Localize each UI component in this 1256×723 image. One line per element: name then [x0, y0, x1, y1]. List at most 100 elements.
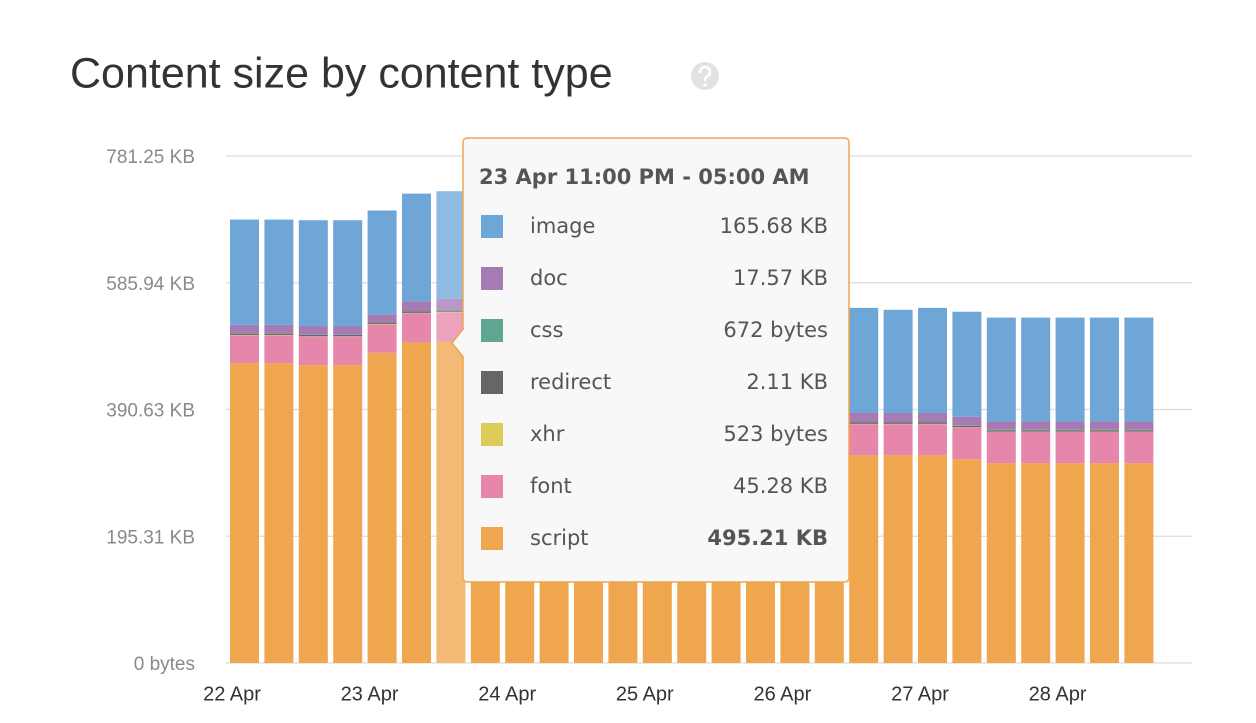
- bar-segment: [884, 413, 913, 422]
- legend-label: image: [530, 214, 595, 238]
- legend-label: css: [530, 318, 563, 342]
- bar-segment: [1021, 430, 1050, 431]
- bar-segment: [1090, 432, 1119, 463]
- bar-segment: [402, 342, 431, 663]
- bar-segment: [952, 427, 981, 459]
- bar-segment: [987, 432, 1016, 463]
- bar-segment: [299, 365, 328, 663]
- tooltip-value: 672 bytes: [723, 318, 828, 342]
- bar-segment: [1056, 432, 1085, 463]
- bar-segment: [987, 421, 1016, 429]
- x-tick-label: 24 Apr: [478, 683, 536, 705]
- x-tick-label: 22 Apr: [203, 683, 261, 705]
- bar-segment: [849, 424, 878, 455]
- bar-segment: [884, 422, 913, 423]
- legend-label: script: [530, 526, 589, 550]
- bar-segment: [333, 365, 362, 663]
- bar-segment: [299, 337, 328, 366]
- bar-segment: [264, 325, 293, 333]
- legend-label: redirect: [530, 370, 611, 394]
- bar-segment: [1021, 463, 1050, 663]
- y-tick-label: 390.63 KB: [106, 401, 195, 422]
- bar-segment: [918, 413, 947, 422]
- bar-segment: [264, 334, 293, 335]
- bar-segment: [987, 463, 1016, 663]
- bar-segment: [402, 194, 431, 302]
- bar-segment: [436, 191, 465, 299]
- bar-segment: [230, 220, 259, 325]
- bar-segment: [264, 335, 293, 363]
- bar-segment: [849, 422, 878, 423]
- bar-segment: [1021, 318, 1050, 422]
- bar-segment: [333, 220, 362, 326]
- bar-segment: [918, 422, 947, 423]
- bar-segment: [368, 314, 397, 322]
- bar-segment: [987, 318, 1016, 422]
- bar-segment: [436, 299, 465, 310]
- tooltip-value: 523 bytes: [723, 422, 828, 446]
- bar-segment: [1021, 432, 1050, 463]
- bar-segment: [333, 326, 362, 334]
- tooltip-title: 23 Apr 11:00 PM - 05:00 AM: [479, 165, 810, 189]
- tooltip-value: 17.57 KB: [733, 266, 828, 290]
- bar-segment: [849, 308, 878, 413]
- bar-segment: [1124, 432, 1153, 463]
- tooltip-value: 2.11 KB: [746, 370, 828, 394]
- bar-segment: [1090, 430, 1119, 431]
- bar-segment: [884, 424, 913, 455]
- bar-segment: [1056, 318, 1085, 422]
- bar-segment: [368, 323, 397, 324]
- bar-segment: [952, 417, 981, 425]
- bar-segment: [1021, 421, 1050, 429]
- bar-segment: [402, 301, 431, 311]
- x-tick-label: 27 Apr: [891, 683, 949, 705]
- bar-segment: [436, 311, 465, 312]
- bar-segment: [230, 334, 259, 335]
- bar-segment: [368, 324, 397, 353]
- legend-swatch: [481, 267, 503, 290]
- bar-segment: [952, 312, 981, 417]
- legend-label: doc: [530, 266, 568, 290]
- bar-segment: [368, 211, 397, 315]
- bar-segment: [230, 325, 259, 333]
- bar-segment: [402, 312, 431, 313]
- bar-segment: [987, 430, 1016, 431]
- y-tick-label: 781.25 KB: [106, 147, 195, 168]
- help-icon[interactable]: [691, 62, 719, 90]
- y-tick-label: 195.31 KB: [106, 527, 195, 548]
- bar-segment: [368, 353, 397, 663]
- bar-segment: [918, 308, 947, 413]
- bar-segment: [230, 363, 259, 663]
- y-tick-label: 0 bytes: [134, 654, 195, 675]
- bar-segment: [1090, 463, 1119, 663]
- tooltip-value: 45.28 KB: [733, 474, 828, 498]
- bar-segment: [299, 220, 328, 326]
- legend-swatch: [481, 527, 503, 550]
- legend-swatch: [481, 215, 503, 238]
- legend-swatch: [481, 371, 503, 394]
- bar-segment: [299, 326, 328, 334]
- bar-segment: [1124, 318, 1153, 422]
- x-tick-label: 23 Apr: [341, 683, 399, 705]
- bar-segment: [952, 459, 981, 663]
- x-tick-label: 26 Apr: [753, 683, 811, 705]
- bar-segment: [299, 335, 328, 336]
- bar-segment: [264, 363, 293, 663]
- x-tick-label: 28 Apr: [1029, 683, 1087, 705]
- bar-segment: [849, 413, 878, 422]
- bar-segment: [1124, 430, 1153, 431]
- bar-segment: [1056, 463, 1085, 663]
- legend-swatch: [481, 423, 503, 446]
- bar-segment: [918, 455, 947, 663]
- bar-segment: [1056, 430, 1085, 431]
- bar-segment: [1056, 421, 1085, 429]
- bar-segment: [1124, 421, 1153, 429]
- bar-segment: [264, 220, 293, 325]
- tooltip-value: 495.21 KB: [707, 526, 828, 550]
- bar-segment: [1090, 318, 1119, 422]
- x-tick-label: 25 Apr: [616, 683, 674, 705]
- legend-label: font: [530, 474, 572, 498]
- bar-segment: [402, 313, 431, 342]
- bar-segment: [230, 335, 259, 363]
